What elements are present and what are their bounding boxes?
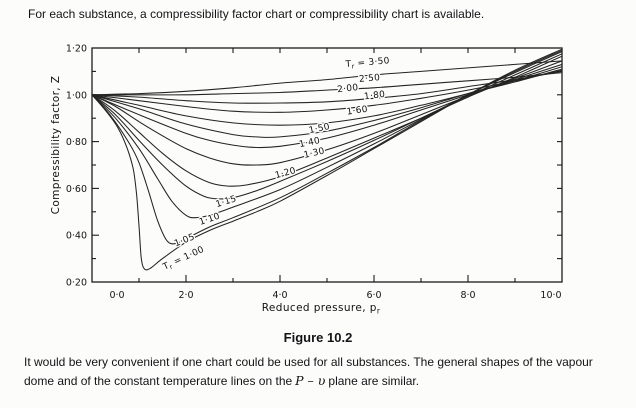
- isotherm-curve-tr-1.80: [92, 69, 562, 113]
- y-tick-label: 1·20: [66, 44, 87, 55]
- isotherm-curve-tr-2.00: [92, 70, 562, 104]
- isotherm-curve-tr-1.40: [92, 63, 562, 149]
- y-axis-title: Compressibility factor, Z: [50, 76, 62, 215]
- isotherm-curve-tr-2.50: [92, 72, 562, 96]
- curve-label-tr-1.00: Tr = 1·00: [161, 245, 207, 274]
- y-tick-label: 0·60: [66, 184, 87, 195]
- x-tick-label: 2·0: [178, 290, 193, 301]
- y-tick-label: 0·80: [66, 137, 87, 148]
- isotherm-curve-tr-1.00: [92, 48, 562, 271]
- isotherm-curve-tr-1.20: [92, 55, 562, 187]
- figure-caption: Figure 10.2: [283, 330, 353, 345]
- x-tick-labels: 0·0 2·0 4·0 6·0 8·0 10·0: [109, 290, 561, 301]
- body-paragraph: It would be very convenient if one chart…: [24, 354, 602, 390]
- isotherm-curve-tr-1.10: [92, 51, 562, 219]
- x-tick-label: 10·0: [540, 290, 561, 301]
- pv-plane-math: P – υ: [295, 372, 326, 388]
- y-tick-label: 1·00: [66, 90, 87, 101]
- figure-10-2: 0·0 2·0 4·0 6·0 8·0 10·0 0·20 0·40 0·60 0·80 1·00 1…: [0, 38, 636, 326]
- isotherm-curve-tr-1.30: [92, 60, 562, 166]
- x-tick-label: 8·0: [460, 290, 475, 301]
- isotherm-curve-tr-3.50: [92, 60, 562, 96]
- x-tick-label: 0·0: [109, 290, 124, 301]
- curve-label-tr-1.05: 1·05: [173, 232, 196, 249]
- x-axis-title: Reduced pressure, pr: [262, 302, 381, 316]
- compressibility-chart: 0·0 2·0 4·0 6·0 8·0 10·0 0·20 0·40 0·60 0·80 1·00 1…: [50, 44, 563, 316]
- isotherm-curves: [92, 48, 562, 271]
- y-tick-label: 0·40: [66, 231, 87, 242]
- curve-label-tr-1.80: 1·80: [364, 90, 386, 103]
- curve-label-tr-1.60: 1·60: [346, 105, 368, 118]
- y-tick-labels: 0·20 0·40 0·60 0·80 1·00 1·20: [66, 44, 87, 289]
- isotherm-curve-tr-1.05: [92, 49, 562, 245]
- curve-label-tr-2.00: 2·00: [337, 83, 359, 95]
- y-tick-label: 0·20: [66, 278, 87, 289]
- curve-label-tr-2.50: 2·50: [359, 73, 381, 85]
- curve-labels: Tr = 3·502·502·001·801·601·501·401·301·2…: [159, 55, 391, 275]
- body-text-part2: plane are similar.: [328, 373, 420, 388]
- curve-label-tr-1.10: 1·10: [198, 212, 221, 228]
- curve-label-tr-3.50: Tr = 3·50: [344, 56, 390, 71]
- x-tick-label: 4·0: [272, 290, 287, 301]
- x-tick-label: 6·0: [366, 290, 381, 301]
- curve-label-tr-1.15: 1·15: [215, 194, 238, 210]
- intro-paragraph: For each substance, a compressibility fa…: [28, 7, 485, 21]
- body-text-part1: It would be very convenient if one chart…: [24, 355, 593, 388]
